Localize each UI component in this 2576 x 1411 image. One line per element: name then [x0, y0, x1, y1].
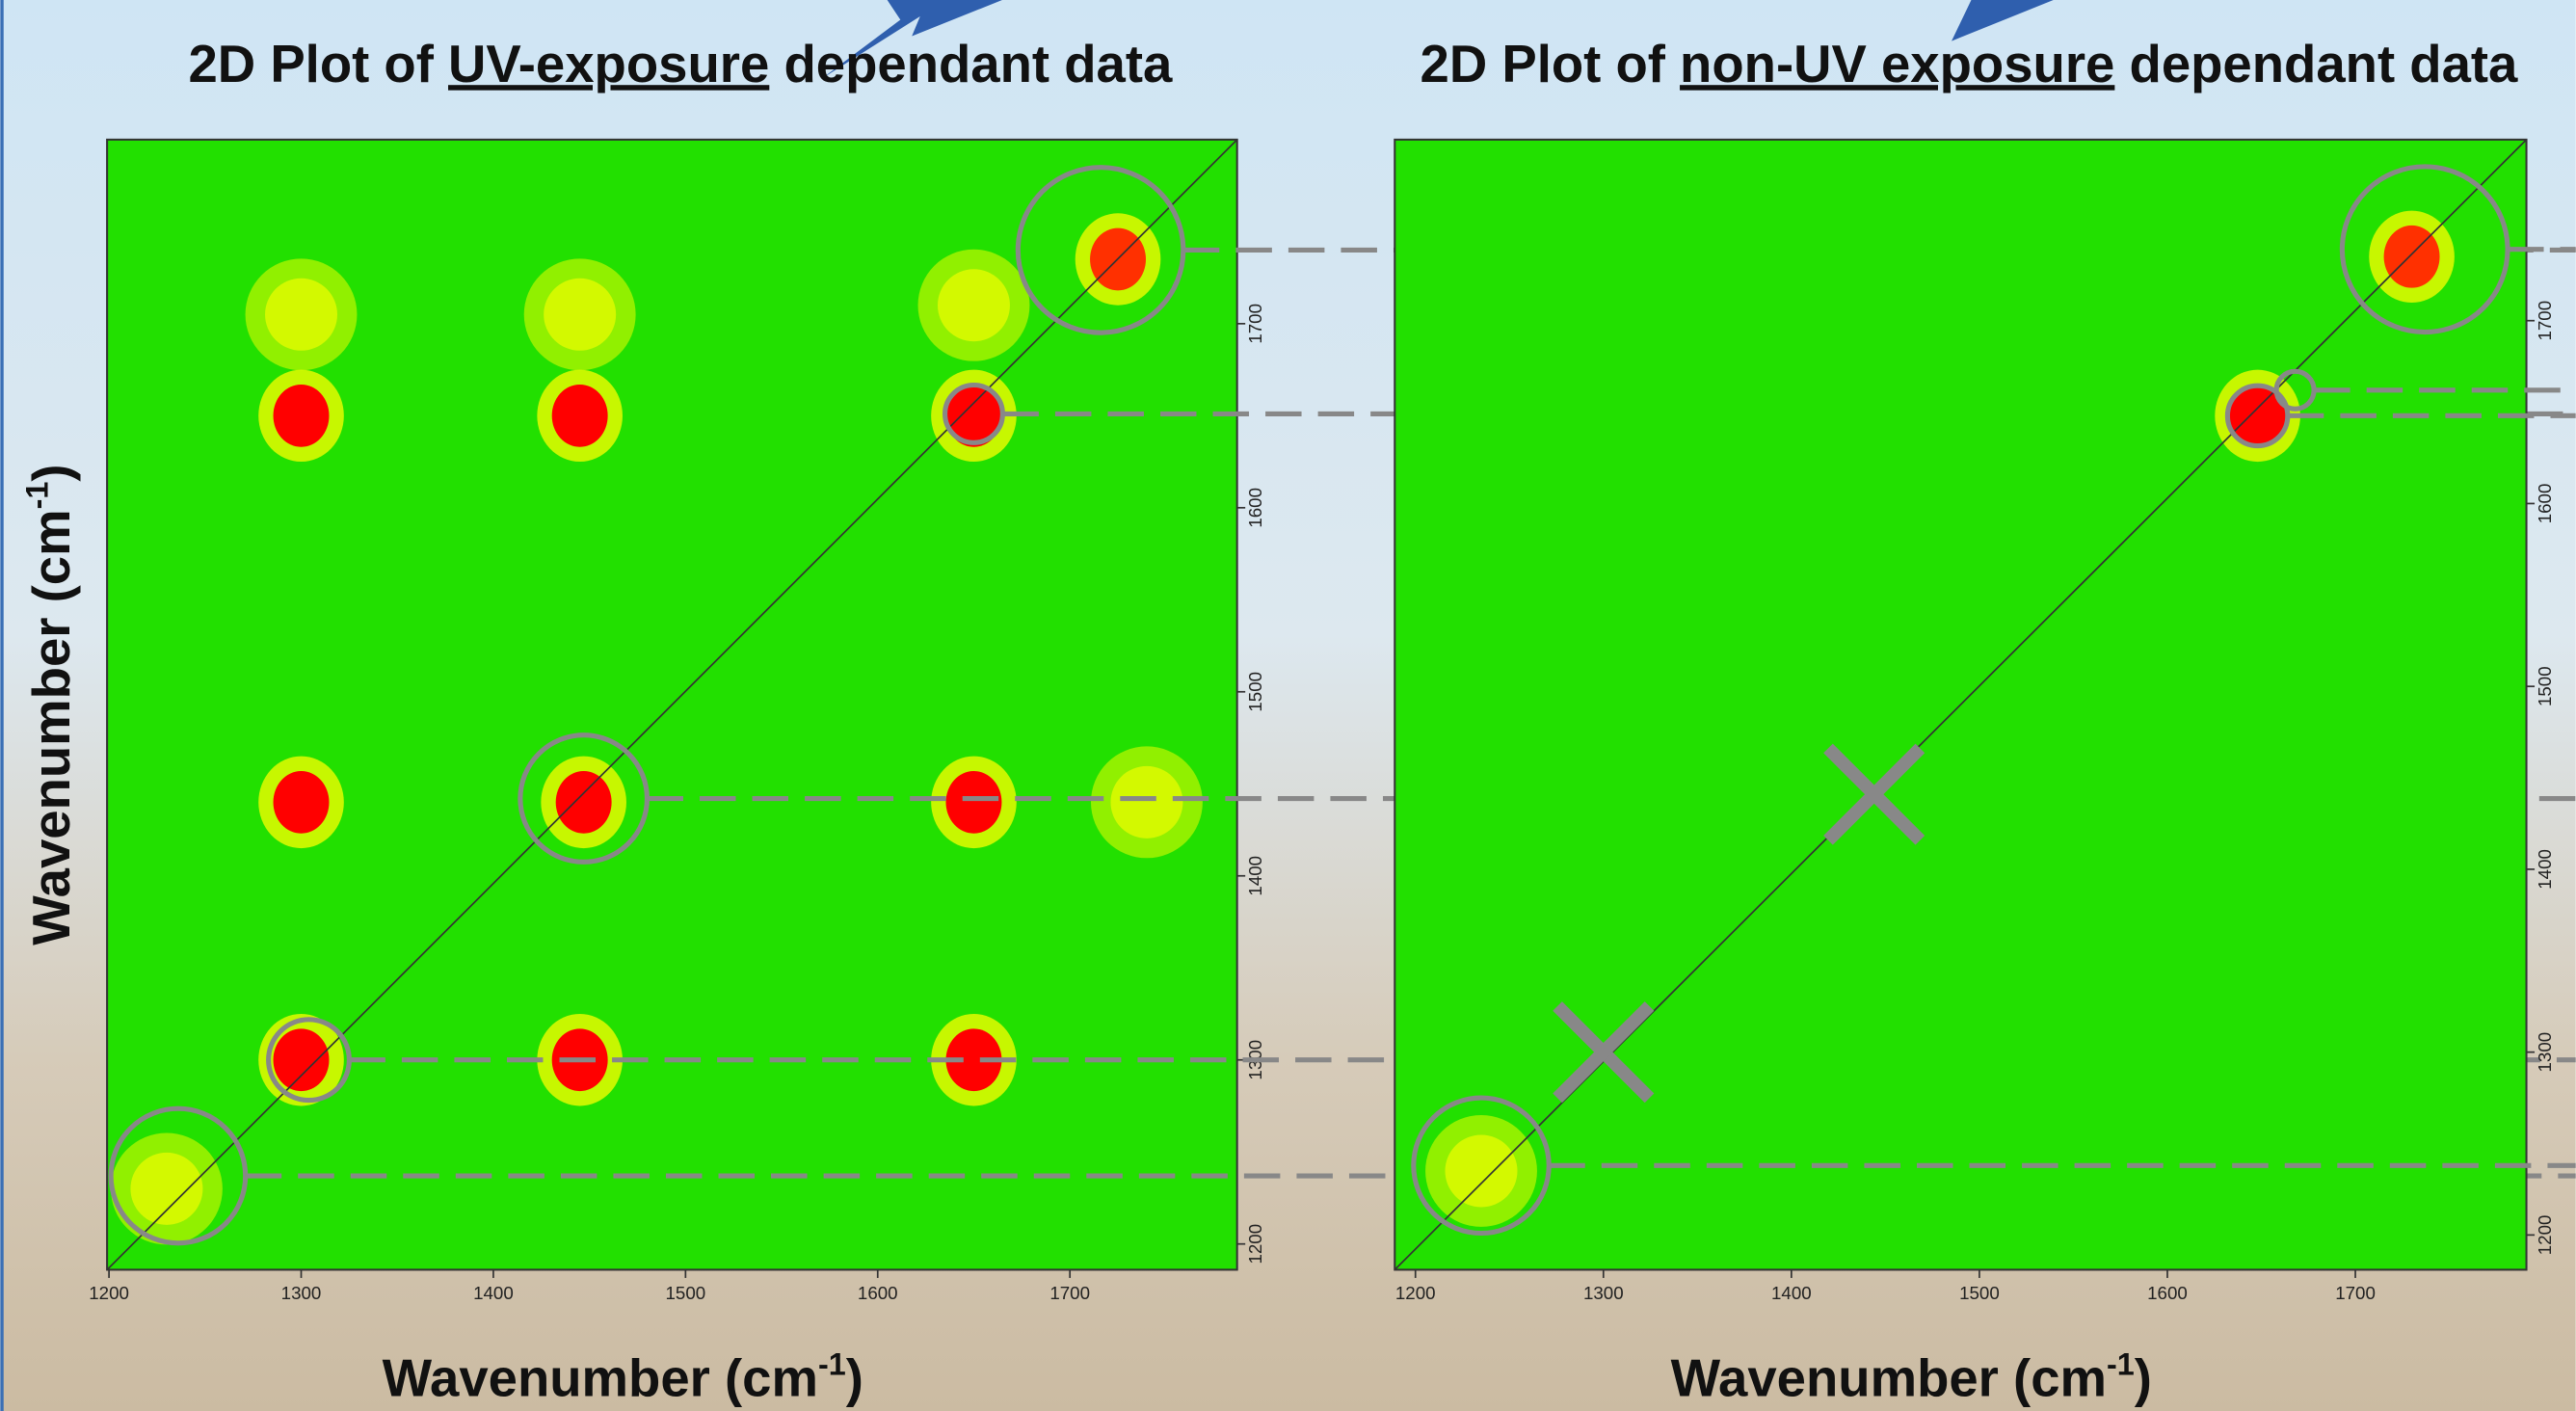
- title-part: 2D Plot of: [188, 35, 448, 93]
- label-part: Wavenumber (cm: [383, 1349, 818, 1408]
- y-tick-label: 1300: [2535, 1032, 2555, 1073]
- peak: [938, 269, 1010, 341]
- peak: [945, 771, 1001, 834]
- peak: [552, 385, 608, 447]
- peak: [274, 1028, 330, 1091]
- x-axis-label: Wavenumber (cm-1): [383, 1347, 863, 1408]
- y-tick-label: 1500: [2535, 666, 2555, 706]
- peak: [274, 385, 330, 447]
- y-tick-label: 1500: [1245, 672, 1265, 712]
- peak: [544, 279, 616, 351]
- x-tick-label: 1200: [89, 1283, 129, 1303]
- title-part: dependant data: [2114, 35, 2518, 93]
- y-axis-label: Wavenumber (cm-1): [20, 464, 81, 945]
- y-tick-label: 1600: [1245, 488, 1265, 528]
- x-tick-label: 1400: [473, 1283, 514, 1303]
- x-tick-label: 1700: [1049, 1283, 1090, 1303]
- title-part: dependant data: [769, 35, 1173, 93]
- peak: [130, 1153, 202, 1225]
- peak: [1110, 766, 1182, 839]
- label-part: -1: [20, 482, 55, 510]
- page: {"chart_data": [ {"type": "heatmap", "ti…: [0, 0, 2576, 1411]
- y-tick-label: 1400: [1245, 856, 1265, 896]
- x-tick-label: 1600: [2147, 1283, 2188, 1303]
- label-part: ): [2135, 1349, 2152, 1408]
- y-tick-label: 1200: [1245, 1224, 1265, 1265]
- x-tick-label: 1500: [666, 1283, 706, 1303]
- x-tick-label: 1300: [1583, 1283, 1624, 1303]
- x-tick-label: 1400: [1771, 1283, 1812, 1303]
- peak: [556, 771, 612, 834]
- peak: [1446, 1134, 1518, 1207]
- title-part: 2D Plot of: [1420, 35, 1680, 93]
- x-tick-label: 1700: [2335, 1283, 2376, 1303]
- peak: [265, 279, 337, 351]
- y-tick-label: 1700: [2535, 301, 2555, 341]
- y-tick-label: 1400: [2535, 849, 2555, 890]
- y-tick-label: 1200: [2535, 1215, 2555, 1256]
- x-axis-label: Wavenumber (cm-1): [1671, 1347, 2152, 1408]
- label-part: ): [846, 1349, 863, 1408]
- y-tick-label: 1600: [2535, 484, 2555, 524]
- label-part: -1: [2107, 1347, 2135, 1382]
- x-tick-label: 1200: [1395, 1283, 1436, 1303]
- chart-title: 2D Plot of UV-exposure dependant data: [188, 35, 1173, 93]
- chart-title: 2D Plot of non-UV exposure dependant dat…: [1420, 35, 2518, 93]
- label-part: Wavenumber (cm: [1671, 1349, 2107, 1408]
- peak: [274, 771, 330, 834]
- figure: 2D Plot of UV-exposure dependant data 120…: [0, 0, 2576, 1411]
- x-tick-label: 1500: [1959, 1283, 2000, 1303]
- y-tick-label: 1700: [1245, 304, 1265, 344]
- label-part: -1: [818, 1347, 846, 1382]
- label-part: ): [22, 464, 81, 481]
- x-tick-label: 1300: [281, 1283, 322, 1303]
- title-part: UV-exposure: [448, 35, 769, 93]
- x-tick-label: 1600: [858, 1283, 898, 1303]
- title-part: non-UV exposure: [1680, 35, 2114, 93]
- label-part: Wavenumber (cm: [22, 509, 81, 945]
